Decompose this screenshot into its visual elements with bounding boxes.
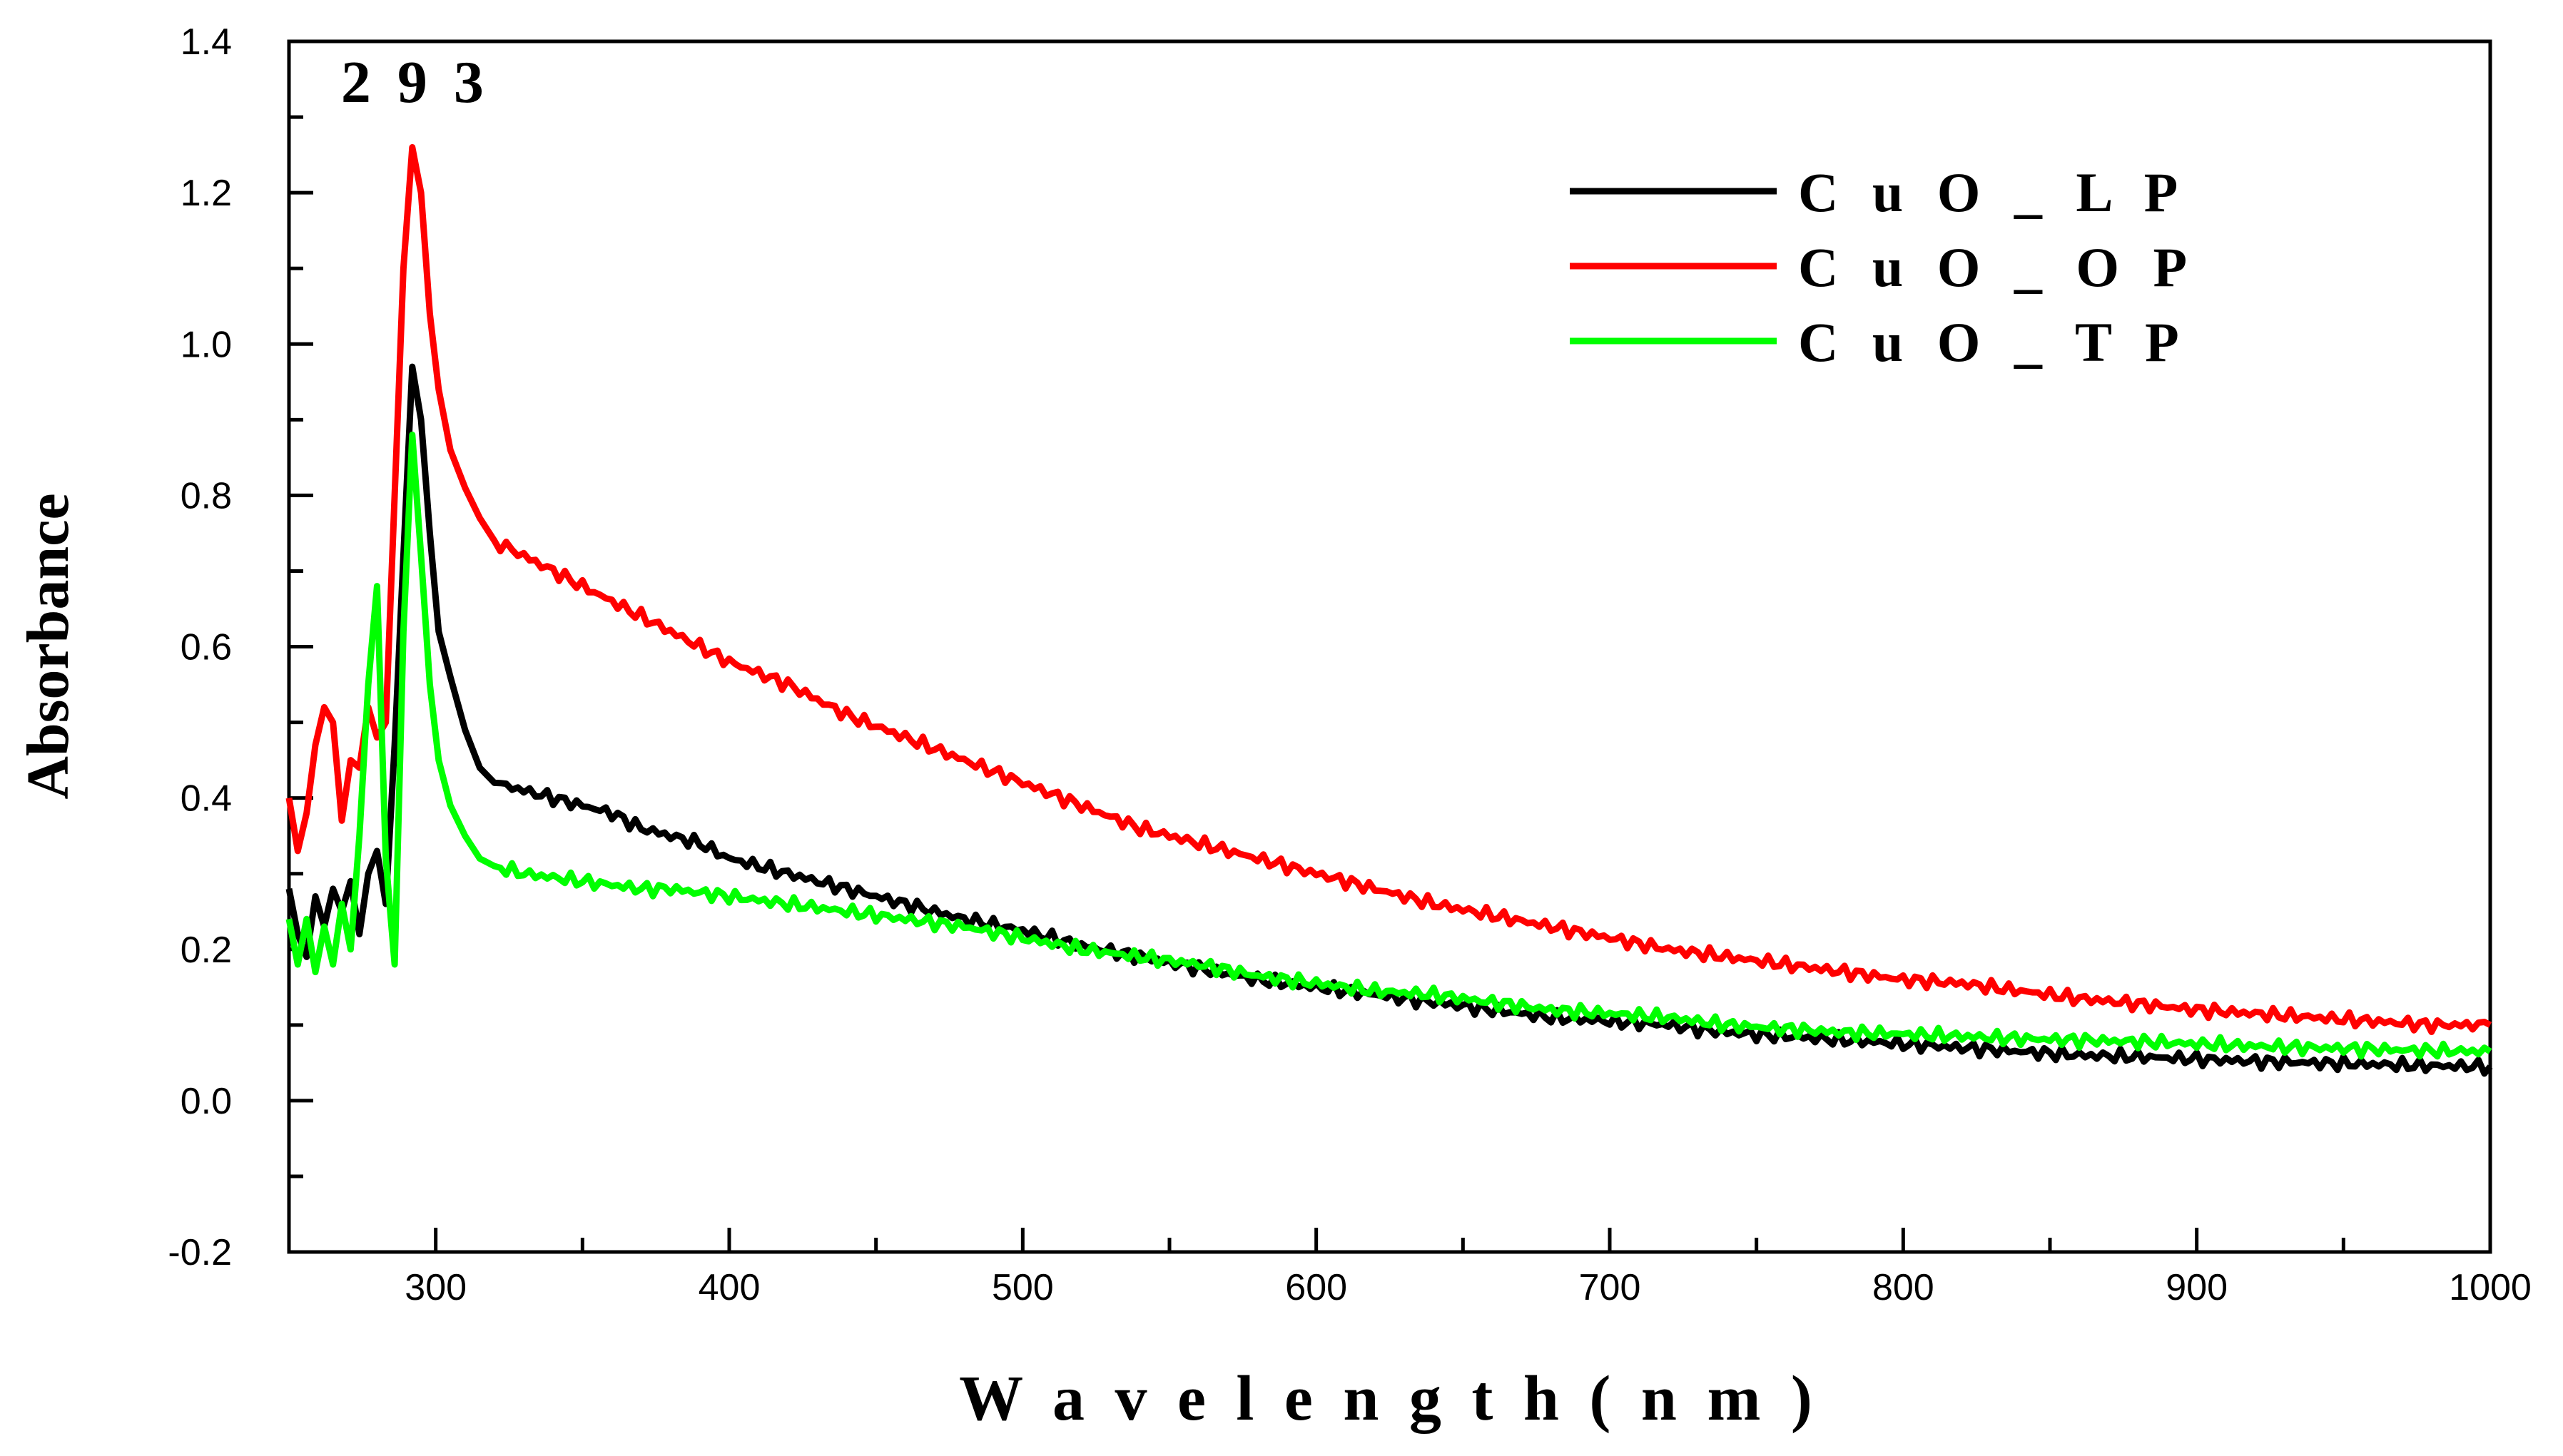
y-tick-label: 0.6 — [181, 627, 232, 668]
y-axis-title: Absorbance — [15, 493, 81, 799]
x-tick-label: 300 — [405, 1267, 467, 1308]
x-tick-label: 500 — [992, 1267, 1054, 1308]
legend-label: C u O _ L P — [1798, 161, 2188, 223]
y-tick-label: 0.0 — [181, 1081, 232, 1122]
legend-label: C u O _ T P — [1798, 311, 2189, 373]
series-line-3 — [285, 432, 2492, 1060]
y-tick-label: 1.4 — [181, 21, 232, 63]
x-tick-label: 700 — [1579, 1267, 1641, 1308]
y-axis-ticks: -0.2 0.0 0.2 0.4 0.6 0.8 1.0 1.2 1.4 — [168, 21, 313, 1273]
y-tick-label: 1.2 — [181, 173, 232, 214]
x-tick-label: 1000 — [2449, 1267, 2532, 1308]
x-tick-label: 900 — [2166, 1267, 2228, 1308]
y-tick-label: 1.0 — [181, 324, 232, 365]
x-axis-ticks: 300 400 500 600 700 800 900 1000 — [287, 1228, 2532, 1308]
series-line-1 — [285, 363, 2493, 1077]
legend-label: C u O _ O P — [1798, 236, 2197, 298]
x-axis-title: W a v e l e n g t h ( n m ) — [959, 1363, 1820, 1434]
y-tick-label: 0.8 — [181, 475, 232, 516]
series-line-2 — [285, 144, 2492, 1035]
y-tick-label: -0.2 — [168, 1232, 232, 1273]
y-tick-label: 0.2 — [181, 930, 232, 971]
x-tick-label: 800 — [1872, 1267, 1934, 1308]
legend: C u O _ L P C u O _ O P C u O _ T P — [1570, 161, 2197, 373]
y-tick-label: 0.4 — [181, 778, 232, 820]
series-layer — [285, 144, 2493, 1077]
peak-annotation: 2 9 3 — [341, 49, 489, 116]
x-tick-label: 600 — [1285, 1267, 1347, 1308]
x-tick-label: 400 — [699, 1267, 761, 1308]
